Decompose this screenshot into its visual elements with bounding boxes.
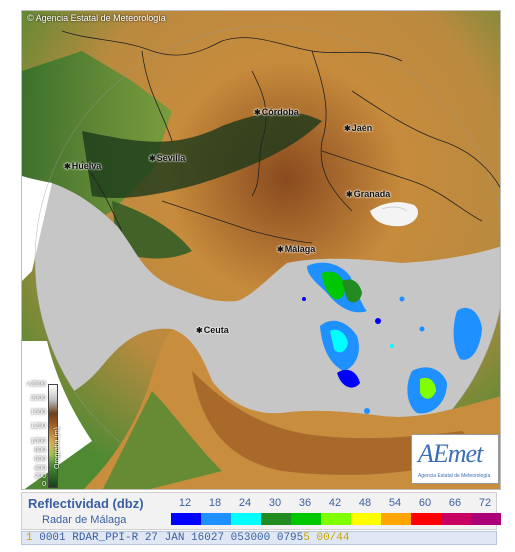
orography-value: 2000 bbox=[30, 395, 46, 402]
city-label-huelva: Huelva bbox=[64, 161, 102, 171]
orography-value: >2500 bbox=[26, 381, 46, 388]
orography-label: Orografía (m) bbox=[54, 426, 61, 469]
legend-value: 42 bbox=[328, 497, 342, 509]
copyright-text: © Agencia Estatal de Meteorología bbox=[27, 13, 166, 23]
city-label-jaen: Jaén bbox=[344, 123, 373, 133]
legend-value: 60 bbox=[418, 497, 432, 509]
legend-value: 18 bbox=[208, 497, 222, 509]
legend-color-swatch bbox=[471, 513, 501, 525]
city-label-malaga: Málaga bbox=[277, 244, 316, 254]
orography-scale: >2500 2000 1500 1250 1000 800 600 400 20… bbox=[24, 381, 72, 489]
aemet-logo-text: AEmet bbox=[418, 439, 483, 468]
orography-color-bar bbox=[48, 384, 58, 488]
reflectivity-legend: Reflectividad (dbz) Radar de Málaga 12 18… bbox=[21, 492, 501, 530]
legend-color-swatch bbox=[291, 513, 321, 525]
legend-values: 12 18 24 30 36 42 48 54 60 66 72 bbox=[170, 497, 500, 511]
orography-value: 800 bbox=[34, 447, 46, 454]
orography-value: 0 bbox=[42, 481, 46, 488]
legend-color-swatch bbox=[441, 513, 471, 525]
legend-value: 30 bbox=[268, 497, 282, 509]
orography-value: 1000 bbox=[30, 438, 46, 445]
legend-color-swatch bbox=[321, 513, 351, 525]
sea-within-range bbox=[35, 176, 500, 417]
legend-value: 12 bbox=[178, 497, 192, 509]
legend-color-swatch bbox=[201, 513, 231, 525]
orography-value: 1500 bbox=[30, 409, 46, 416]
legend-color-bar bbox=[171, 513, 501, 525]
orography-value: 1250 bbox=[30, 423, 46, 430]
legend-color-swatch bbox=[351, 513, 381, 525]
status-text: 0001 RDAR_PPI-R 27 JAN 16027 053000 0795 bbox=[39, 532, 304, 544]
city-label-sevilla: Sevilla bbox=[149, 153, 186, 163]
orography-value: 400 bbox=[34, 465, 46, 472]
orography-value: 600 bbox=[34, 456, 46, 463]
orography-value: 200 bbox=[34, 473, 46, 480]
status-indicator: 1 bbox=[26, 532, 33, 544]
legend-color-swatch bbox=[411, 513, 441, 525]
legend-value: 36 bbox=[298, 497, 312, 509]
aemet-logo-subtitle: Agencia Estatal de Meteorología bbox=[418, 473, 491, 479]
legend-value: 66 bbox=[448, 497, 462, 509]
legend-value: 54 bbox=[388, 497, 402, 509]
city-label-ceuta: Ceuta bbox=[196, 325, 229, 335]
legend-subtitle: Radar de Málaga bbox=[42, 514, 127, 526]
legend-title: Reflectividad (dbz) bbox=[28, 496, 144, 511]
legend-value: 24 bbox=[238, 497, 252, 509]
radar-map-image bbox=[22, 11, 500, 489]
city-label-cordoba: Córdoba bbox=[254, 107, 299, 117]
status-tail: 5 00/44 bbox=[303, 532, 350, 544]
legend-color-swatch bbox=[261, 513, 291, 525]
legend-color-swatch bbox=[171, 513, 201, 525]
aemet-logo: AEmet Agencia Estatal de Meteorología bbox=[411, 434, 499, 484]
city-label-granada: Granada bbox=[346, 189, 391, 199]
legend-value: 72 bbox=[478, 497, 492, 509]
radar-map: © Agencia Estatal de Meteorología Córdob… bbox=[21, 10, 501, 490]
legend-value: 48 bbox=[358, 497, 372, 509]
legend-color-swatch bbox=[381, 513, 411, 525]
legend-color-swatch bbox=[231, 513, 261, 525]
precipitation-echoes bbox=[302, 262, 482, 414]
status-bar: 1 0001 RDAR_PPI-R 27 JAN 16027 053000 07… bbox=[21, 531, 497, 545]
